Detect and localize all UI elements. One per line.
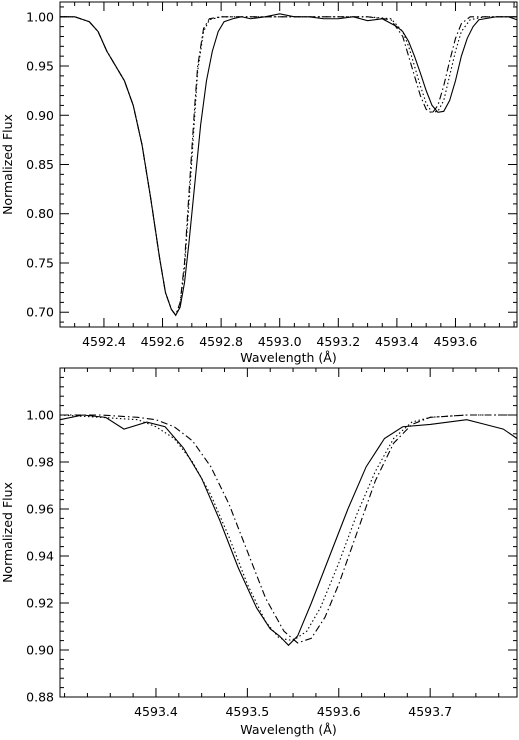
y-tick-label: 0.75 [26, 255, 54, 270]
x-tick-label: 4592.8 [199, 334, 243, 349]
y-tick-label: 0.70 [26, 305, 54, 320]
y-tick-label: 1.00 [26, 408, 54, 423]
x-axis-title: Wavelength (Å) [240, 722, 336, 737]
y-tick-label: 0.94 [26, 549, 54, 564]
x-tick-label: 4592.4 [82, 334, 126, 349]
series-line-dotted [60, 16, 517, 317]
x-tick-label: 4593.4 [375, 334, 419, 349]
y-tick-label: 0.90 [26, 108, 54, 123]
x-tick-label: 4593.7 [408, 704, 452, 719]
x-tick-label: 4593.4 [134, 704, 178, 719]
plot-frame-1 [59, 1, 518, 328]
series-line-solid [60, 13, 518, 317]
y-tick-label: 0.92 [26, 596, 54, 611]
series-line-dash-dot [60, 16, 517, 317]
series-line-dash-dot [60, 414, 517, 644]
x-axis-title: Wavelength (Å) [240, 350, 336, 365]
x-tick-label: 4593.2 [316, 334, 360, 349]
y-tick-label: 0.98 [26, 455, 54, 470]
x-tick-label: 4593.6 [317, 704, 361, 719]
y-tick-label: 0.88 [26, 690, 54, 705]
series-line-solid [59, 414, 518, 647]
y-axis-title: Normalized Flux [0, 482, 15, 583]
plot-frame-2 [59, 367, 518, 698]
y-axis-title: Normalized Flux [0, 114, 15, 215]
y-tick-label: 0.95 [26, 59, 54, 74]
x-tick-label: 4593.0 [258, 334, 302, 349]
y-tick-label: 1.00 [26, 9, 54, 24]
y-tick-label: 0.85 [26, 157, 54, 172]
series-line-dotted [59, 414, 517, 642]
y-tick-label: 0.96 [26, 502, 54, 517]
y-tick-label: 0.90 [26, 643, 54, 658]
x-tick-label: 4592.6 [141, 334, 185, 349]
y-tick-label: 0.80 [26, 206, 54, 221]
x-tick-label: 4593.6 [434, 334, 478, 349]
x-tick-label: 4593.5 [225, 704, 269, 719]
